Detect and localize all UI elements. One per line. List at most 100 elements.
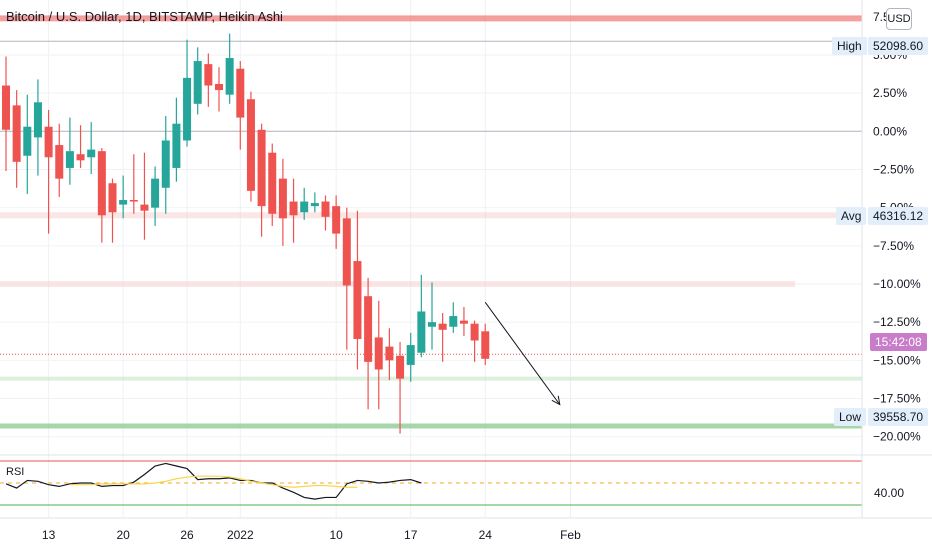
x-tick-label: Feb (560, 528, 581, 542)
candle-27 (289, 178, 298, 243)
candle-body (193, 61, 202, 104)
candle-36 (385, 328, 394, 381)
candle-17 (183, 39, 192, 147)
candle-24 (257, 123, 266, 237)
candle-0 (2, 56, 10, 172)
y-tick-label: −10.00% (873, 277, 921, 291)
candle-44 (470, 320, 479, 362)
candle-body (172, 123, 181, 168)
candle-body (289, 201, 298, 216)
candle-body (87, 149, 96, 158)
candle-45 (481, 323, 490, 365)
rsi-pane (0, 460, 862, 506)
candle-9 (97, 148, 106, 243)
trend-arrow-head (551, 395, 561, 406)
x-tick-label: 20 (116, 528, 130, 542)
candle-body (76, 154, 85, 161)
candle-41 (438, 313, 447, 362)
candle-31 (332, 195, 341, 249)
candle-30 (321, 195, 330, 231)
candle-34 (364, 277, 373, 410)
grid (0, 0, 862, 518)
candle-body (12, 105, 21, 162)
candle-body (342, 218, 351, 286)
candle-body (406, 345, 415, 365)
avg-label: Avg (836, 207, 867, 225)
trend-arrow[interactable] (484, 302, 561, 406)
candle-body (310, 203, 319, 207)
candle-body (438, 323, 447, 330)
y-tick-label: −15.00% (873, 353, 921, 367)
candle-20 (215, 67, 223, 112)
candle-32 (342, 207, 351, 350)
candles (2, 33, 490, 434)
y-tick-label: −17.50% (873, 392, 921, 406)
candle-body (33, 102, 42, 138)
y-tick-label: 2.50% (873, 86, 907, 100)
candle-22 (236, 61, 245, 150)
x-tick-label: 2022 (227, 528, 254, 542)
candle-body (300, 201, 309, 213)
candle-25 (268, 143, 277, 226)
candle-body (481, 331, 490, 359)
y-tick-label: −7.50% (873, 239, 914, 253)
candle-37 (396, 342, 405, 434)
candle-body (108, 183, 117, 213)
candle-body (65, 151, 74, 168)
avg-value: 46316.12 (868, 207, 929, 225)
chart-title: Bitcoin / U.S. Dollar, 1D, BITSTAMP, Hei… (6, 9, 283, 24)
candle-12 (129, 154, 138, 214)
candle-body (257, 129, 266, 207)
candle-body (215, 83, 223, 91)
candle-body (97, 151, 106, 216)
candle-3 (33, 79, 42, 176)
candle-11 (119, 175, 128, 219)
candle-33 (353, 210, 362, 370)
candle-body (161, 140, 170, 188)
candle-26 (278, 158, 287, 246)
candle-body (183, 77, 192, 141)
candle-5 (55, 123, 64, 197)
candle-28 (300, 187, 309, 220)
trend-arrow-line (484, 302, 561, 405)
candle-body (321, 201, 330, 217)
high-label: High (832, 37, 867, 55)
countdown-tag: 15:42:08 (870, 333, 927, 351)
candle-35 (374, 300, 383, 410)
candle-43 (459, 306, 468, 336)
candle-body (23, 126, 32, 156)
candle-4 (44, 109, 53, 234)
y-tick-label: −12.50% (873, 315, 921, 329)
candle-body (140, 204, 149, 211)
candle-body (55, 145, 64, 179)
candle-body (119, 200, 128, 205)
currency-button[interactable]: USD (886, 8, 912, 30)
candle-29 (310, 192, 319, 213)
candle-body (428, 322, 436, 327)
horizontal-levels (0, 15, 862, 429)
candle-body (353, 261, 362, 339)
x-tick-label: 26 (180, 528, 194, 542)
candle-39 (417, 274, 426, 358)
y-tick-label: −2.50% (873, 162, 914, 176)
candle-body (225, 58, 234, 95)
candle-13 (140, 152, 149, 240)
low-value: 39558.70 (868, 408, 929, 426)
candle-body (396, 355, 405, 379)
candle-42 (449, 302, 458, 333)
y-tick-label: −20.00% (873, 430, 921, 444)
candle-18 (193, 47, 202, 115)
candle-body (204, 64, 213, 86)
candle-8 (87, 122, 96, 175)
candle-body (236, 68, 245, 118)
candle-body (385, 346, 394, 361)
candle-2 (23, 94, 32, 194)
candle-body (364, 296, 373, 362)
candle-38 (406, 332, 415, 382)
candle-body (278, 178, 287, 219)
candle-body (129, 200, 138, 202)
candle-16 (172, 97, 181, 182)
